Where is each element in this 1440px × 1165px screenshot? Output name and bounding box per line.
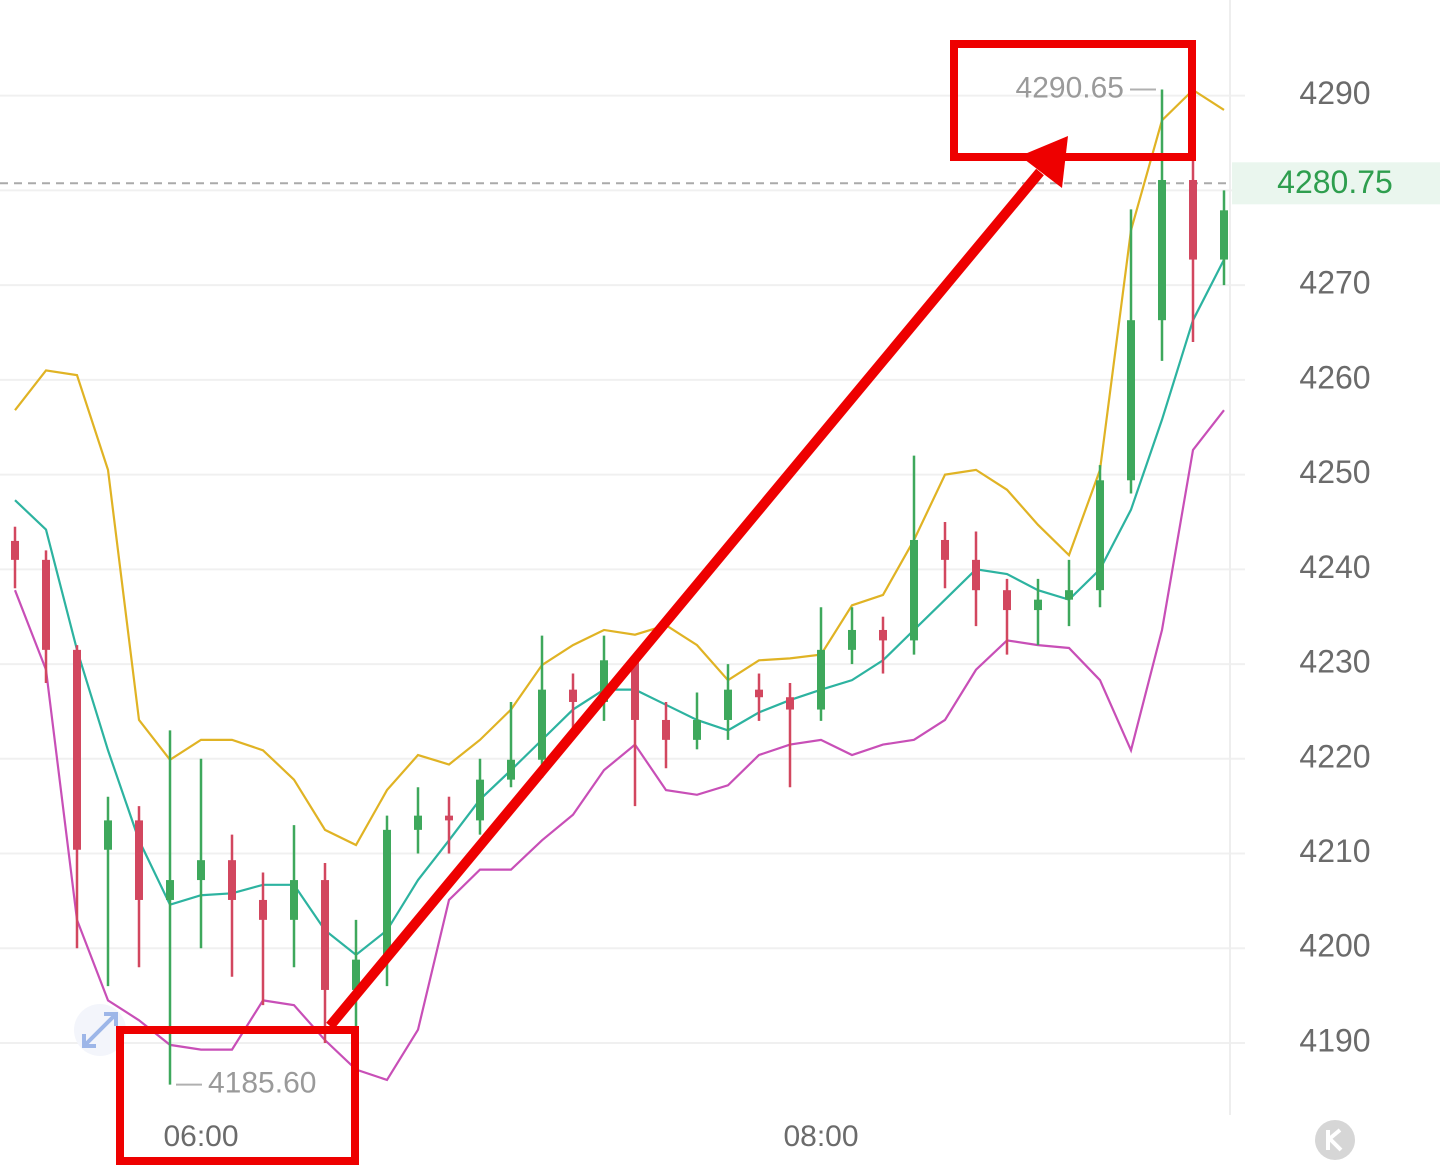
candle-body [414,815,422,830]
highlight-box [116,1026,359,1165]
candle-body [1003,590,1011,611]
candle-body [104,820,112,850]
candle-body [166,880,174,900]
candle-body [1158,179,1166,321]
y-tick-label: 4270 [1299,265,1370,301]
candle-body [445,815,453,821]
x-tick-label: 08:00 [783,1120,858,1153]
candle-body [879,629,887,641]
candle-body [507,759,515,780]
candle-body [42,559,50,650]
candle-body [321,880,329,990]
expand-icon[interactable] [74,1004,126,1056]
candle-body [11,540,19,560]
band-line [13,409,1225,1082]
band-line [14,259,1225,957]
x-tick-label: 06:00 [163,1120,238,1153]
candle-body [600,660,608,702]
arrow-line [326,168,1044,1030]
highlight-box [950,40,1196,161]
candle-body [631,660,639,720]
candle-body [259,899,267,920]
labels: 4190 4200 4210 4220 4230 4240 4250 4260 4270 4280… [163,71,1440,1153]
candle-body [848,629,856,650]
candle-body [1034,599,1042,611]
candle-body [1127,320,1135,481]
y-tick-label: 4250 [1299,454,1370,490]
candle-body [1220,210,1228,260]
candle-body [476,779,484,821]
band-lines [13,88,1225,1082]
y-tick-label: 4290 [1299,75,1370,111]
y-tick-label: 4240 [1299,549,1370,585]
candle-body [662,719,670,740]
grid-layer [0,94,1245,1045]
y-tick-label: 4230 [1299,644,1370,680]
last-price-label: 4280.75 [1277,164,1393,200]
max-label: 4290.65 [1016,71,1124,104]
candle-body [817,649,825,710]
candle-body [197,860,205,881]
candle-body [352,959,360,990]
y-tick-label: 4210 [1299,833,1370,869]
candle-body [786,697,794,710]
candle-body [383,829,391,960]
candle-body [73,649,81,850]
candle-body [724,689,732,720]
candle-body [910,539,918,641]
candle-body [1096,480,1104,591]
band-line [14,88,1225,847]
y-tick-label: 4200 [1299,928,1370,964]
candle-body [569,689,577,702]
candle-body [290,880,298,920]
candle-body [941,539,949,560]
y-tick-label: 4260 [1299,359,1370,395]
candle-body [972,559,980,591]
y-tick-label: 4220 [1299,738,1370,774]
candle-body [1065,590,1073,600]
candle-body [693,719,701,740]
candle-body [228,860,236,900]
last-price-bg [1232,162,1440,205]
candle-body [135,820,143,900]
min-label: 4185.60 [208,1067,316,1100]
k-button[interactable] [1315,1120,1355,1160]
arrow-head [1020,136,1068,188]
candle-body [755,689,763,698]
candle-body [538,689,546,760]
y-tick-label: 4190 [1299,1022,1370,1058]
candle-body [1189,179,1197,260]
candles [11,89,1228,1085]
